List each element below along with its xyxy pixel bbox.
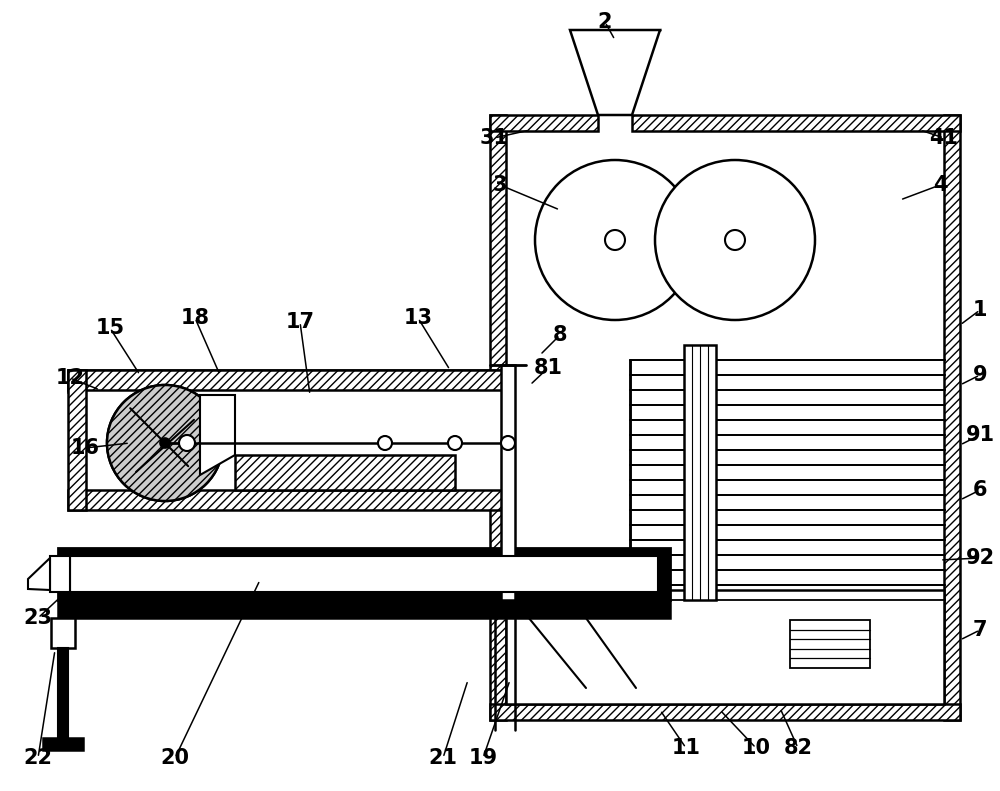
- Bar: [506, 590, 944, 704]
- Bar: [490, 115, 598, 131]
- Text: 1: 1: [973, 300, 987, 320]
- Text: 15: 15: [95, 318, 125, 338]
- Bar: [70, 556, 658, 592]
- Bar: [944, 115, 960, 720]
- Text: 13: 13: [404, 308, 433, 328]
- Text: 2: 2: [598, 12, 612, 32]
- Text: 12: 12: [56, 368, 85, 388]
- Text: 19: 19: [468, 748, 498, 768]
- Bar: [68, 370, 510, 390]
- Bar: [506, 131, 944, 371]
- Polygon shape: [200, 395, 235, 475]
- Bar: [58, 648, 68, 738]
- Text: 4: 4: [933, 175, 947, 195]
- Circle shape: [725, 230, 745, 250]
- Text: 16: 16: [71, 438, 100, 458]
- Bar: [51, 618, 75, 648]
- Polygon shape: [28, 558, 50, 590]
- Text: 21: 21: [429, 748, 458, 768]
- Text: 81: 81: [534, 358, 562, 378]
- Bar: [68, 370, 506, 392]
- Text: 41: 41: [930, 128, 958, 148]
- Text: 7: 7: [973, 620, 987, 640]
- Text: 9: 9: [973, 365, 987, 385]
- Text: 11: 11: [672, 738, 700, 758]
- Circle shape: [448, 436, 462, 450]
- Bar: [630, 360, 945, 600]
- Bar: [43, 738, 83, 750]
- Bar: [501, 365, 515, 600]
- Circle shape: [535, 160, 695, 320]
- Text: 82: 82: [784, 738, 812, 758]
- Polygon shape: [570, 30, 660, 115]
- Text: 10: 10: [742, 738, 770, 758]
- Bar: [68, 490, 510, 510]
- Circle shape: [605, 230, 625, 250]
- Text: 91: 91: [965, 425, 995, 445]
- Bar: [235, 455, 455, 490]
- Circle shape: [501, 436, 515, 450]
- Circle shape: [179, 435, 195, 451]
- Bar: [490, 704, 960, 720]
- Text: 6: 6: [973, 480, 987, 500]
- Bar: [68, 370, 86, 510]
- Circle shape: [378, 436, 392, 450]
- Bar: [86, 390, 510, 490]
- Circle shape: [655, 160, 815, 320]
- Text: 23: 23: [24, 608, 53, 628]
- Bar: [490, 115, 506, 720]
- Text: 8: 8: [553, 325, 567, 345]
- Bar: [684, 345, 716, 600]
- Text: 18: 18: [181, 308, 210, 328]
- Circle shape: [107, 385, 223, 501]
- Text: 31: 31: [480, 128, 509, 148]
- Text: 20: 20: [161, 748, 190, 768]
- Circle shape: [107, 385, 223, 501]
- Text: 22: 22: [24, 748, 53, 768]
- Bar: [790, 620, 870, 668]
- Text: 92: 92: [965, 548, 995, 568]
- Bar: [58, 548, 670, 600]
- Bar: [632, 115, 960, 131]
- Bar: [58, 600, 670, 618]
- Circle shape: [160, 438, 170, 448]
- Text: 17: 17: [286, 312, 315, 332]
- Text: 3: 3: [493, 175, 507, 195]
- Bar: [50, 556, 70, 592]
